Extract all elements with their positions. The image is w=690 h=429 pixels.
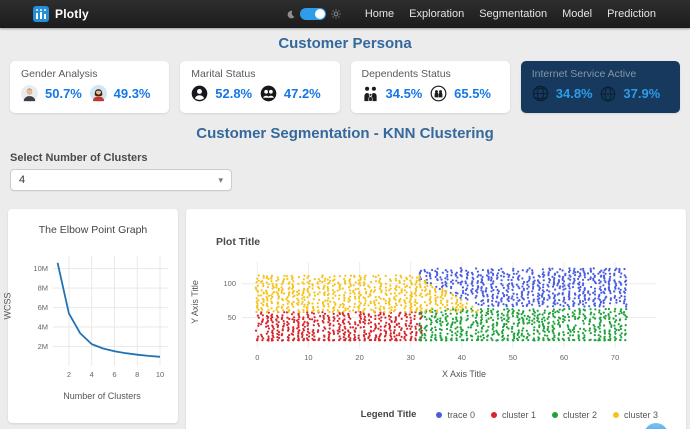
svg-text:50: 50 [228,313,236,322]
nav-link-exploration[interactable]: Exploration [409,8,465,20]
legend-item[interactable]: cluster 2 [551,409,597,420]
card-internet-service-active: Internet Service Active 34.8% [520,61,680,113]
elbow-plot-area[interactable]: 2M 4M 6M 8M 10M 2 4 6 8 10 [8,236,178,388]
svg-text:4M: 4M [38,323,48,332]
svg-text:10M: 10M [33,264,48,273]
scatter-y-axis-label: Y Axis Title [189,280,200,324]
stat-cards-row: Gender Analysis 50.7% [0,61,690,113]
globe-icon [532,85,549,102]
family-icon [362,85,379,102]
svg-text:20: 20 [355,353,363,362]
card-title: Internet Service Active [531,68,637,80]
svg-text:8M: 8M [38,284,48,293]
legend-item[interactable]: trace 0 [436,410,475,420]
elbow-chart-title: The Elbow Point Graph [38,224,148,236]
card-title: Dependents Status [361,68,451,80]
stat-value: 65.5% [454,86,491,101]
svg-text:50: 50 [509,353,517,362]
stat-value: 50.7% [45,86,82,101]
stat-value: 34.5% [385,86,423,101]
cluster-select-label: Select Number of Clusters [10,152,148,164]
legend-item[interactable]: cluster 1 [490,409,536,420]
svg-text:60: 60 [560,353,568,362]
scatter-chart-card: Plot Title Y Axis Title 0 10 20 30 40 50 60 70 5… [186,209,686,429]
legend-label: cluster 2 [562,409,597,420]
theme-toggle-switch[interactable] [299,8,326,20]
single-person-icon [191,85,208,102]
scatter-plot-area[interactable]: 0 10 20 30 40 50 60 70 50 100 [186,254,686,372]
nav-link-prediction[interactable]: Prediction [607,8,656,20]
globe-icon [600,86,616,102]
brand-name: Plotly [55,7,89,21]
legend-label: cluster 1 [501,409,536,420]
legend-swatch [436,411,443,418]
page-title: Customer Persona [278,35,412,52]
stat-value: 49.3% [113,86,151,101]
nav-link-home[interactable]: Home [364,8,395,20]
family-circle-icon [430,85,447,102]
legend-swatch [490,411,497,418]
card-title: Gender Analysis [21,68,98,80]
card-dependents-status: Dependents Status 34.5% [350,61,510,113]
legend-swatch [551,411,558,418]
moon-icon [286,10,295,19]
stat-value: 34.8% [555,86,593,101]
brand[interactable]: Plotly [33,6,89,22]
couple-icon [260,85,277,102]
svg-text:2M: 2M [38,342,48,351]
svg-text:70: 70 [611,353,619,362]
card-marital-status: Marital Status 52.8% [180,61,340,113]
elbow-x-axis-label: Number of Clusters [63,391,141,401]
svg-text:0: 0 [255,353,259,362]
stat-value: 37.9% [623,86,661,101]
cluster-count-dropdown[interactable]: 4 ▾ [10,169,232,191]
scatter-x-axis-label: X Axis Title [441,369,486,379]
dropdown-value: 4 [19,174,26,186]
male-icon [21,85,38,102]
navbar: Plotly Home Exploration Segmentation [0,0,690,28]
legend-swatch [612,411,619,418]
nav-link-model[interactable]: Model [562,8,593,20]
theme-toggle-group [286,8,341,20]
chevron-down-icon: ▾ [218,174,223,185]
legend-label: cluster 3 [623,409,658,420]
card-title: Marital Status [191,68,256,80]
elbow-y-axis-label: WCSS [2,292,13,320]
svg-text:6: 6 [112,370,116,379]
svg-text:4: 4 [90,370,94,379]
legend-item[interactable]: cluster 3 [612,409,658,420]
svg-text:6M: 6M [38,303,48,312]
legend-label: trace 0 [447,409,475,420]
stat-value: 47.2% [283,86,321,101]
sun-icon [330,9,341,19]
svg-text:30: 30 [407,353,415,362]
section-title: Customer Segmentation - KNN Clustering [196,125,494,142]
svg-text:10: 10 [156,370,164,379]
nav-links: Home Exploration Segmentation Model Pred… [365,8,656,20]
legend: Legend Title trace 0 cluster 1 cluster 2 cl… [186,409,686,420]
svg-text:8: 8 [135,370,139,379]
stat-value: 52.8% [215,86,253,101]
plotly-logo-icon [33,6,49,22]
floating-avatar[interactable] [644,423,668,429]
svg-text:100: 100 [223,279,236,288]
legend-title: Legend Title [360,409,417,420]
scatter-plot-title: Plot Title [216,236,261,248]
svg-text:2: 2 [67,370,71,379]
elbow-chart-card: The Elbow Point Graph WCSS 2M 4M 6M 8M 10M 2 4… [3,209,178,423]
svg-text:10: 10 [304,353,312,362]
female-icon [89,85,107,102]
nav-link-segmentation[interactable]: Segmentation [479,8,548,20]
svg-text:40: 40 [458,353,466,362]
card-gender-analysis: Gender Analysis 50.7% [10,61,170,113]
